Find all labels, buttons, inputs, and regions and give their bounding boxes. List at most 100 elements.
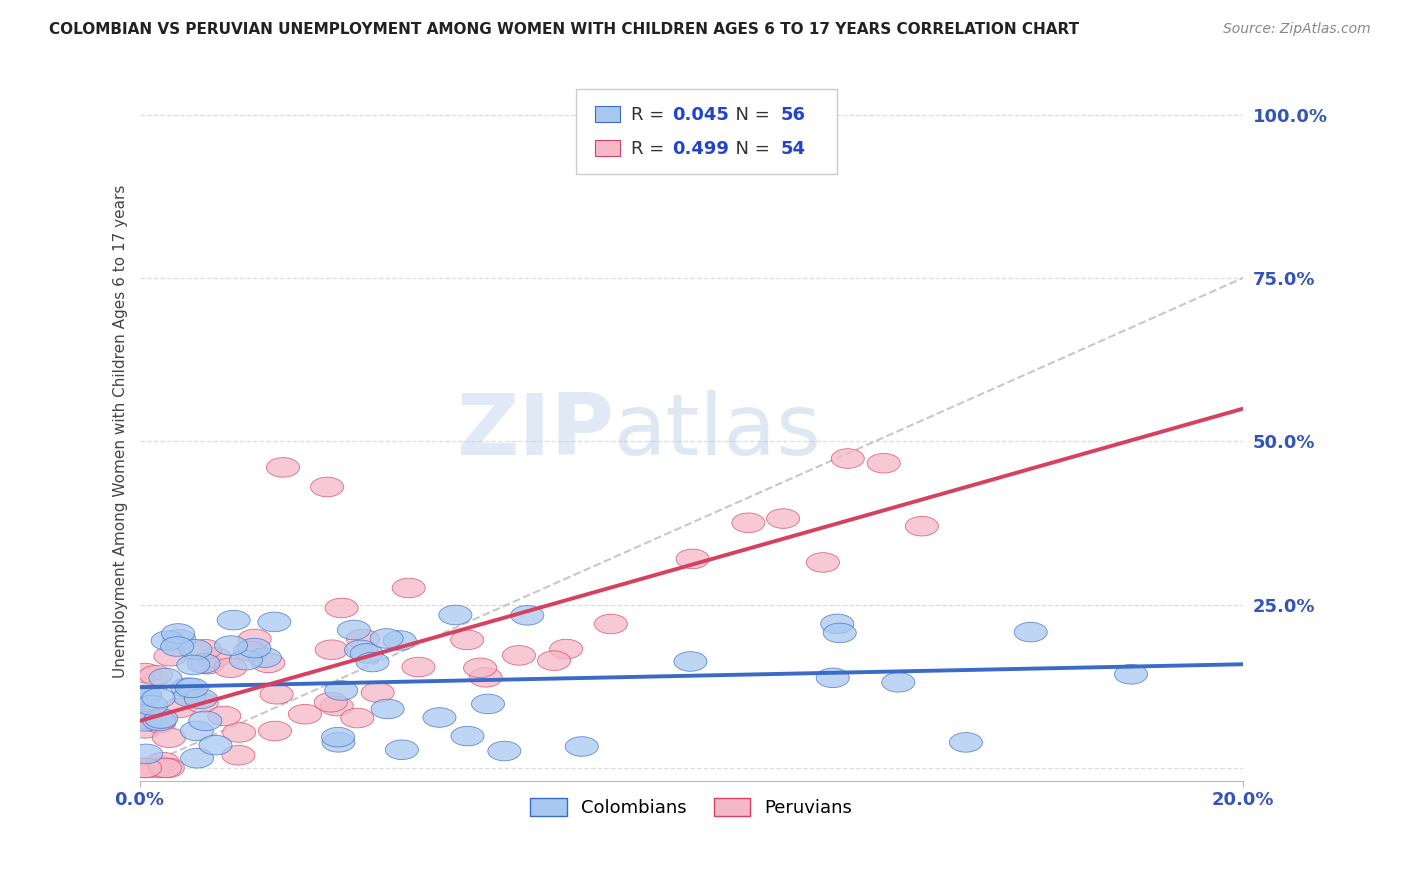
Ellipse shape xyxy=(233,641,266,661)
Ellipse shape xyxy=(882,673,915,692)
Ellipse shape xyxy=(128,705,162,724)
Ellipse shape xyxy=(252,653,285,673)
Text: N =: N = xyxy=(724,106,776,124)
Ellipse shape xyxy=(451,726,484,746)
Ellipse shape xyxy=(350,644,384,664)
Ellipse shape xyxy=(821,614,853,633)
Ellipse shape xyxy=(370,629,404,648)
Ellipse shape xyxy=(180,748,214,768)
Ellipse shape xyxy=(215,636,247,656)
Ellipse shape xyxy=(676,549,709,569)
Ellipse shape xyxy=(143,711,176,731)
Ellipse shape xyxy=(160,637,194,657)
Ellipse shape xyxy=(142,714,176,733)
Ellipse shape xyxy=(176,678,208,698)
Ellipse shape xyxy=(815,668,849,688)
Ellipse shape xyxy=(188,711,222,731)
Ellipse shape xyxy=(129,744,163,764)
Ellipse shape xyxy=(186,693,218,713)
Ellipse shape xyxy=(1014,623,1047,642)
Ellipse shape xyxy=(371,699,405,719)
Ellipse shape xyxy=(198,735,232,755)
Ellipse shape xyxy=(152,728,186,747)
Ellipse shape xyxy=(198,648,232,667)
Ellipse shape xyxy=(502,646,536,665)
Ellipse shape xyxy=(905,516,938,536)
Ellipse shape xyxy=(152,758,184,778)
Ellipse shape xyxy=(402,657,434,677)
Text: atlas: atlas xyxy=(614,390,823,473)
Ellipse shape xyxy=(128,664,162,683)
Ellipse shape xyxy=(128,758,162,778)
Ellipse shape xyxy=(807,553,839,573)
Ellipse shape xyxy=(259,722,291,741)
Ellipse shape xyxy=(322,732,354,752)
Ellipse shape xyxy=(949,732,983,752)
Ellipse shape xyxy=(170,678,204,698)
Ellipse shape xyxy=(191,655,224,674)
Ellipse shape xyxy=(322,727,354,747)
Ellipse shape xyxy=(537,651,571,671)
Ellipse shape xyxy=(423,707,456,727)
Ellipse shape xyxy=(346,629,380,648)
Ellipse shape xyxy=(510,606,544,625)
Ellipse shape xyxy=(135,696,167,715)
Text: 54: 54 xyxy=(780,140,806,158)
Ellipse shape xyxy=(470,667,502,687)
Ellipse shape xyxy=(217,610,250,630)
Ellipse shape xyxy=(260,684,292,704)
Ellipse shape xyxy=(229,650,263,670)
Ellipse shape xyxy=(214,658,247,678)
Ellipse shape xyxy=(488,741,520,761)
Ellipse shape xyxy=(451,630,484,649)
Ellipse shape xyxy=(145,709,177,729)
Ellipse shape xyxy=(139,665,173,685)
Ellipse shape xyxy=(595,615,627,634)
Ellipse shape xyxy=(184,689,218,708)
Ellipse shape xyxy=(141,758,174,778)
Ellipse shape xyxy=(550,640,582,659)
Ellipse shape xyxy=(163,630,195,649)
Ellipse shape xyxy=(249,648,281,667)
Ellipse shape xyxy=(392,578,425,598)
Ellipse shape xyxy=(565,737,599,756)
Ellipse shape xyxy=(142,689,176,708)
Ellipse shape xyxy=(180,721,214,740)
Ellipse shape xyxy=(128,719,162,738)
Ellipse shape xyxy=(385,740,419,760)
Text: 0.045: 0.045 xyxy=(672,106,728,124)
Ellipse shape xyxy=(361,682,394,702)
Ellipse shape xyxy=(177,655,209,674)
Text: ZIP: ZIP xyxy=(457,390,614,473)
Ellipse shape xyxy=(766,508,800,528)
Ellipse shape xyxy=(128,709,162,729)
Ellipse shape xyxy=(222,746,254,765)
Legend: Colombians, Peruvians: Colombians, Peruvians xyxy=(523,790,859,824)
Ellipse shape xyxy=(222,723,256,742)
Ellipse shape xyxy=(439,605,472,624)
Text: 0.499: 0.499 xyxy=(672,140,728,158)
Ellipse shape xyxy=(1115,665,1147,684)
Ellipse shape xyxy=(150,631,184,650)
Ellipse shape xyxy=(471,694,505,714)
Ellipse shape xyxy=(356,652,389,672)
Ellipse shape xyxy=(266,458,299,477)
Ellipse shape xyxy=(163,698,195,718)
Text: 56: 56 xyxy=(780,106,806,124)
Text: COLOMBIAN VS PERUVIAN UNEMPLOYMENT AMONG WOMEN WITH CHILDREN AGES 6 TO 17 YEARS : COLOMBIAN VS PERUVIAN UNEMPLOYMENT AMONG… xyxy=(49,22,1080,37)
Ellipse shape xyxy=(325,681,357,700)
Ellipse shape xyxy=(128,758,162,778)
Ellipse shape xyxy=(153,647,187,666)
Ellipse shape xyxy=(146,752,180,772)
Ellipse shape xyxy=(337,620,370,640)
Ellipse shape xyxy=(128,685,162,705)
Ellipse shape xyxy=(731,513,765,533)
Text: Source: ZipAtlas.com: Source: ZipAtlas.com xyxy=(1223,22,1371,37)
Ellipse shape xyxy=(238,639,271,658)
Ellipse shape xyxy=(344,640,378,660)
Ellipse shape xyxy=(288,705,322,724)
Ellipse shape xyxy=(831,449,865,468)
Ellipse shape xyxy=(673,652,707,672)
Ellipse shape xyxy=(129,712,162,731)
Ellipse shape xyxy=(208,706,240,726)
